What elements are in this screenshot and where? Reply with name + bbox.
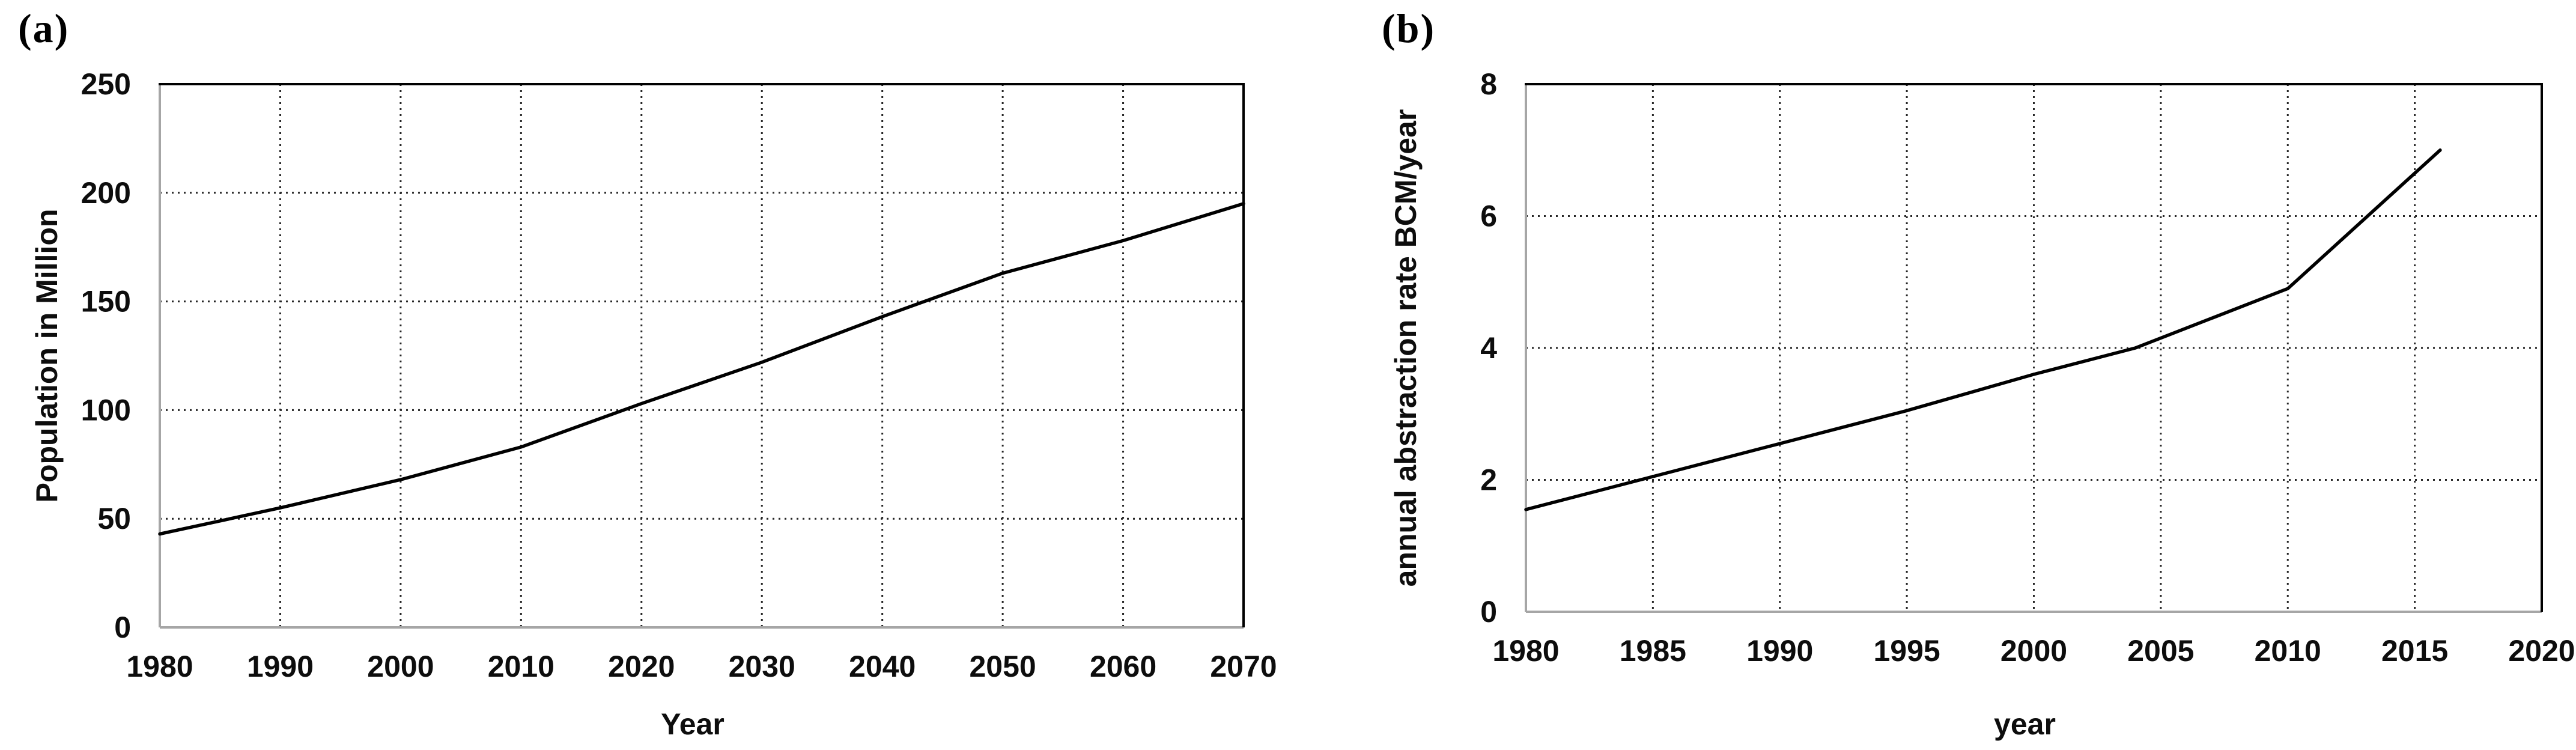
data-line-population-projection <box>158 202 1245 536</box>
panel-label-b: (b) <box>1382 5 1436 51</box>
gridlines-a <box>160 84 1244 627</box>
xtick-label-2005: 2005 <box>2127 634 2194 668</box>
xtick-label-1980: 1980 <box>126 650 193 683</box>
xtick-label-2030: 2030 <box>729 650 795 683</box>
plot-frame-a <box>159 83 1245 629</box>
xtick-label-2060: 2060 <box>1090 650 1156 683</box>
xtick-label-2050: 2050 <box>969 650 1036 683</box>
ytick-label-4: 4 <box>1480 331 1497 365</box>
data-line-abstraction-rate <box>1524 148 2442 511</box>
ytick-label-2: 2 <box>1480 463 1497 497</box>
gridlines-b <box>1526 84 2542 612</box>
xtick-label-2000: 2000 <box>367 650 434 683</box>
xtick-label-1995: 1995 <box>1874 634 1940 668</box>
ytick-label-50: 50 <box>97 502 131 535</box>
ytick-label-6: 6 <box>1480 200 1497 233</box>
ytick-label-0: 0 <box>1480 595 1497 629</box>
plot-frame-b <box>1525 83 2543 613</box>
panel-label-a: (a) <box>18 5 70 51</box>
xtick-label-2000: 2000 <box>2000 634 2067 668</box>
tick-labels-b: 0 2 4 6 8 1980 1985 1990 1995 2000 2005 2010 2015 202… <box>1480 67 2575 668</box>
xtick-label-1990: 1990 <box>247 650 314 683</box>
ytick-label-100: 100 <box>81 393 131 427</box>
xtick-label-2040: 2040 <box>849 650 916 683</box>
ytick-label-200: 200 <box>81 176 131 210</box>
y-axis-title-b: annual abstraction rate BCM/year <box>1389 109 1423 587</box>
ytick-label-0: 0 <box>114 611 131 644</box>
ytick-label-250: 250 <box>81 67 131 101</box>
xtick-label-2010: 2010 <box>488 650 554 683</box>
xtick-label-1990: 1990 <box>1746 634 1813 668</box>
xtick-label-1980: 1980 <box>1492 634 1559 668</box>
x-axis-title-a: Year <box>661 707 724 741</box>
ytick-label-8: 8 <box>1480 67 1497 101</box>
ytick-label-150: 150 <box>81 285 131 319</box>
y-axis-title-a: Population in Million <box>30 209 64 503</box>
xtick-label-2020: 2020 <box>608 650 675 683</box>
xtick-label-2010: 2010 <box>2255 634 2321 668</box>
xtick-label-2020: 2020 <box>2508 634 2575 668</box>
xtick-label-2070: 2070 <box>1210 650 1277 683</box>
tick-labels-a: 0 50 100 150 200 250 1980 1990 2000 2010 2020 2030 2… <box>81 67 1277 683</box>
x-axis-title-b: year <box>1994 707 2056 741</box>
xtick-label-1985: 1985 <box>1620 634 1686 668</box>
xtick-label-2015: 2015 <box>2381 634 2448 668</box>
